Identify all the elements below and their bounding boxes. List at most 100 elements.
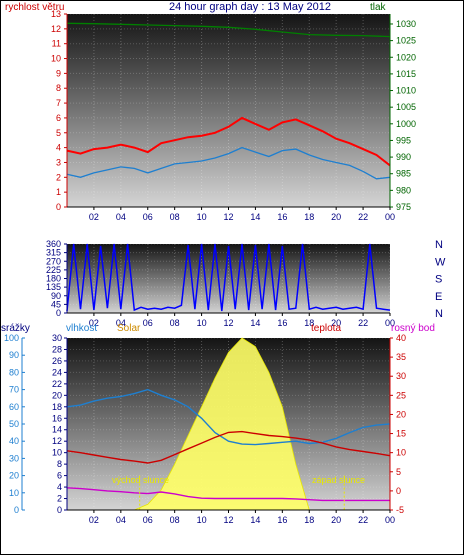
wind-speed-tick-label: 1 [56, 187, 61, 197]
humidity-tick-label: 28 [52, 344, 62, 354]
pressure-tick-label: 985 [396, 169, 411, 179]
temperature-tick-label: 25 [396, 390, 406, 400]
pressure-tick-label: 1030 [396, 19, 416, 29]
climate-time-tick-label: 12 [223, 515, 233, 525]
avg-series-line [66, 146, 391, 180]
pressure-tick-label: 1015 [396, 69, 416, 79]
humidity-tick-label: 8 [57, 459, 62, 469]
direction-time-tick-label: 14 [250, 318, 260, 328]
direction-time-tick-label: 22 [358, 318, 368, 328]
humidity-tick-label: 22 [52, 379, 62, 389]
humidity-tick-label: 20 [52, 390, 62, 400]
compass-label: E [435, 291, 442, 303]
temperature-tick-label: -5 [396, 505, 404, 515]
precip-tick-label: 80 [9, 367, 19, 377]
climate-time-tick-label: 22 [358, 515, 368, 525]
climate-time-tick-label: 20 [331, 515, 341, 525]
climate-time-tick-label: 00 [385, 515, 395, 525]
direction-tick-label: 270 [46, 256, 61, 266]
climate-plot-series [66, 337, 391, 511]
direction-tick-label: 225 [46, 265, 61, 275]
climate-time-tick-label: 18 [304, 515, 314, 525]
wind-speed-tick-label: 7 [56, 98, 61, 108]
direction-time-tick-label: 10 [197, 318, 207, 328]
humidity-tick-label: 4 [57, 482, 62, 492]
temperature-tick-label: 10 [396, 448, 406, 458]
precip-axis-label: srážky [1, 323, 30, 334]
wind-speed-tick-label: 0 [56, 202, 61, 212]
pressure-tick-label: 1025 [396, 36, 416, 46]
direction-tick-label: 135 [46, 282, 61, 292]
direction-plot-background [67, 244, 390, 313]
direction-plot-series [66, 243, 391, 312]
precip-tick-label: 30 [9, 453, 19, 463]
compass-label: N [435, 239, 443, 251]
pressure-tick-label: 995 [396, 135, 411, 145]
climate-time-tick-label: 16 [277, 515, 287, 525]
pressure-tick-label: 975 [396, 202, 411, 212]
temperature-tick-label: 40 [396, 333, 406, 343]
humidity-tick-label: 14 [52, 425, 62, 435]
wind-time-tick-label: 00 [385, 212, 395, 222]
compass-label: W [435, 256, 446, 268]
pressure-tick-label: 1010 [396, 86, 416, 96]
direction-tick-label: 315 [46, 248, 61, 258]
wind-speed-tick-label: 4 [56, 143, 61, 153]
wind-plot-background [67, 14, 390, 207]
direction-time-tick-label: 20 [331, 318, 341, 328]
wind-speed-tick-label: 5 [56, 128, 61, 138]
climate-time-tick-label: 14 [250, 515, 260, 525]
humidity-tick-label: 12 [52, 436, 62, 446]
precip-tick-label: 70 [9, 385, 19, 395]
dewpoint-axis-label: rosný bod [391, 323, 435, 334]
wind-time-tick-label: 10 [197, 212, 207, 222]
humidity-axis-label: vlhkost [66, 323, 97, 334]
wind-time-tick-label: 12 [223, 212, 233, 222]
direction-time-tick-label: 06 [143, 318, 153, 328]
humidity-tick-label: 10 [52, 448, 62, 458]
wind-time-tick-label: 18 [304, 212, 314, 222]
chart-title: 24 hour graph day : 13 May 2012 [169, 1, 331, 13]
wind-speed-tick-label: 10 [51, 54, 61, 64]
wind-speed-tick-label: 12 [51, 24, 61, 34]
direction-tick-label: 0 [56, 308, 61, 318]
humidity-tick-label: 24 [52, 367, 62, 377]
direction-time-tick-label: 02 [89, 318, 99, 328]
temperature-tick-label: 20 [396, 409, 406, 419]
humidity-tick-label: 6 [57, 471, 62, 481]
sunrise-label: východ slunce [112, 475, 169, 485]
precip-tick-label: 90 [9, 350, 19, 360]
direction-tick-label: 360 [46, 239, 61, 249]
climate-time-tick-label: 04 [116, 515, 126, 525]
humidity-tick-label: 26 [52, 356, 62, 366]
direction-tick-label: 45 [51, 299, 61, 309]
pressure-series-line [66, 22, 391, 38]
climate-time-tick-label: 06 [143, 515, 153, 525]
wind-speed-tick-label: 8 [56, 83, 61, 93]
precip-tick-label: 0 [14, 505, 19, 515]
wind-plot-series [66, 22, 391, 180]
direction-time-tick-label: 04 [116, 318, 126, 328]
temperature-axis-label: teplota [311, 323, 341, 334]
climate-time-tick-label: 10 [197, 515, 207, 525]
pressure-tick-label: 1005 [396, 102, 416, 112]
wind-speed-tick-label: 2 [56, 172, 61, 182]
precip-tick-label: 10 [9, 488, 19, 498]
pressure-tick-label: 980 [396, 185, 411, 195]
humidity-tick-label: 30 [52, 333, 62, 343]
climate-plot-axes: 0102030405060708090100024681012141618202… [4, 333, 406, 525]
humidity-tick-label: 0 [57, 505, 62, 515]
dewpoint-series-line [66, 487, 390, 502]
wind-plot-axes: 0123456789101112139759809859909951000100… [51, 9, 416, 222]
solar-axis-label: Solar [117, 323, 141, 334]
direction-series-line [66, 243, 391, 312]
climate-time-tick-label: 08 [170, 515, 180, 525]
pressure-tick-label: 1020 [396, 52, 416, 62]
wind-speed-tick-label: 13 [51, 9, 61, 19]
humidity-tick-label: 16 [52, 413, 62, 423]
humidity-series-line [66, 388, 391, 446]
wind-time-tick-label: 16 [277, 212, 287, 222]
wind-time-tick-label: 04 [116, 212, 126, 222]
